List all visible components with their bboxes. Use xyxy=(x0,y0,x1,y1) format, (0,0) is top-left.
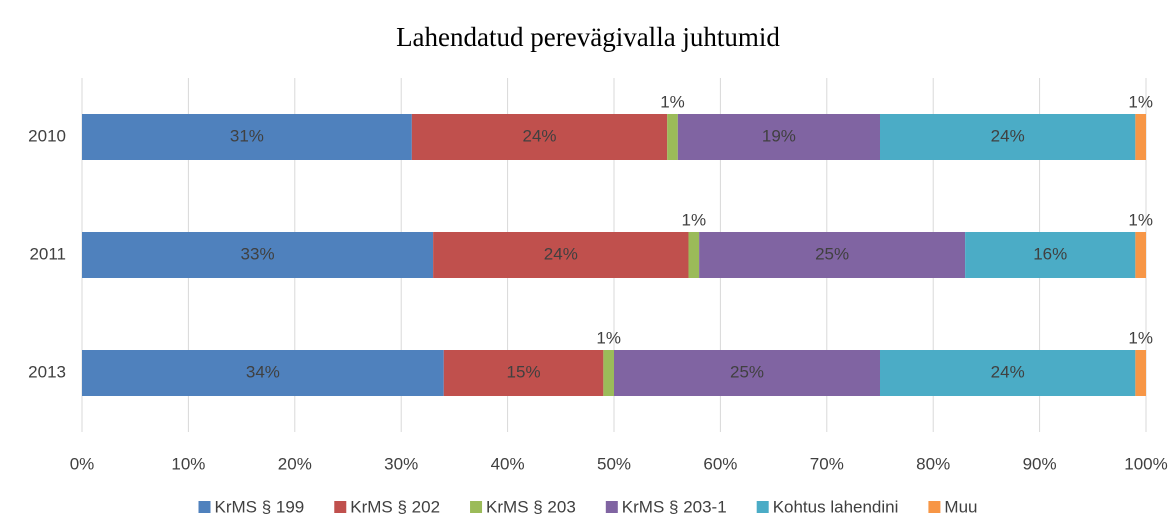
chart-title: Lahendatud perevägivalla juhtumid xyxy=(396,22,780,52)
legend-swatch xyxy=(334,501,347,513)
x-tick-label: 10% xyxy=(171,454,205,473)
x-tick-label: 50% xyxy=(597,454,631,473)
bar-segment xyxy=(614,350,880,396)
legend-label: Kohtus lahendini xyxy=(773,497,899,516)
bar-segment xyxy=(965,232,1136,278)
x-tick-label: 40% xyxy=(491,454,525,473)
legend-label: KrMS § 199 xyxy=(215,497,305,516)
bar-segment xyxy=(443,350,604,396)
bar-segment xyxy=(411,114,668,160)
data-label: 25% xyxy=(815,244,849,263)
data-label: 33% xyxy=(241,244,275,263)
bar-segment xyxy=(1135,114,1146,160)
data-label: 31% xyxy=(230,126,264,145)
bar-segment xyxy=(667,114,678,160)
bar-segment xyxy=(433,232,689,278)
data-label: 1% xyxy=(596,328,621,347)
bar-segment xyxy=(1135,350,1146,396)
data-label: 1% xyxy=(1128,92,1153,111)
legend-label: KrMS § 202 xyxy=(350,497,440,516)
data-label: 24% xyxy=(544,244,578,263)
bar-segment xyxy=(82,350,444,396)
legend-label: KrMS § 203 xyxy=(486,497,576,516)
y-tick-label: 2010 xyxy=(28,126,66,145)
bar-segment xyxy=(880,350,1136,396)
x-tick-label: 60% xyxy=(703,454,737,473)
legend-swatch xyxy=(198,501,211,513)
y-tick-label: 2013 xyxy=(28,362,66,381)
x-tick-label: 90% xyxy=(1023,454,1057,473)
data-label: 25% xyxy=(730,362,764,381)
legend-swatch xyxy=(928,501,941,513)
bar-segment xyxy=(603,350,614,396)
x-tick-label: 0% xyxy=(70,454,95,473)
bar-segment xyxy=(82,232,434,278)
data-label: 1% xyxy=(1128,210,1153,229)
bar-segment xyxy=(1135,232,1146,278)
data-label: 34% xyxy=(246,362,280,381)
bar-segment xyxy=(688,232,700,278)
data-label: 24% xyxy=(991,362,1025,381)
data-label: 15% xyxy=(507,362,541,381)
legend-swatch xyxy=(470,501,483,513)
data-label: 1% xyxy=(682,210,707,229)
x-tick-label: 80% xyxy=(916,454,950,473)
legend-swatch xyxy=(605,501,618,513)
legend-label: KrMS § 203-1 xyxy=(622,497,727,516)
bar-segment xyxy=(82,114,412,160)
data-label: 24% xyxy=(991,126,1025,145)
data-label: 24% xyxy=(523,126,557,145)
data-label: 1% xyxy=(660,92,685,111)
data-label: 16% xyxy=(1033,244,1067,263)
x-tick-label: 70% xyxy=(810,454,844,473)
x-tick-label: 100% xyxy=(1124,454,1167,473)
bar-segment xyxy=(880,114,1136,160)
data-label: 19% xyxy=(762,126,796,145)
legend-swatch xyxy=(756,501,769,513)
legend-label: Muu xyxy=(944,497,977,516)
data-label: 1% xyxy=(1128,328,1153,347)
x-tick-label: 20% xyxy=(278,454,312,473)
bar-segment xyxy=(699,232,966,278)
y-tick-label: 2011 xyxy=(29,244,66,263)
x-tick-label: 30% xyxy=(384,454,418,473)
bar-segment xyxy=(677,114,880,160)
